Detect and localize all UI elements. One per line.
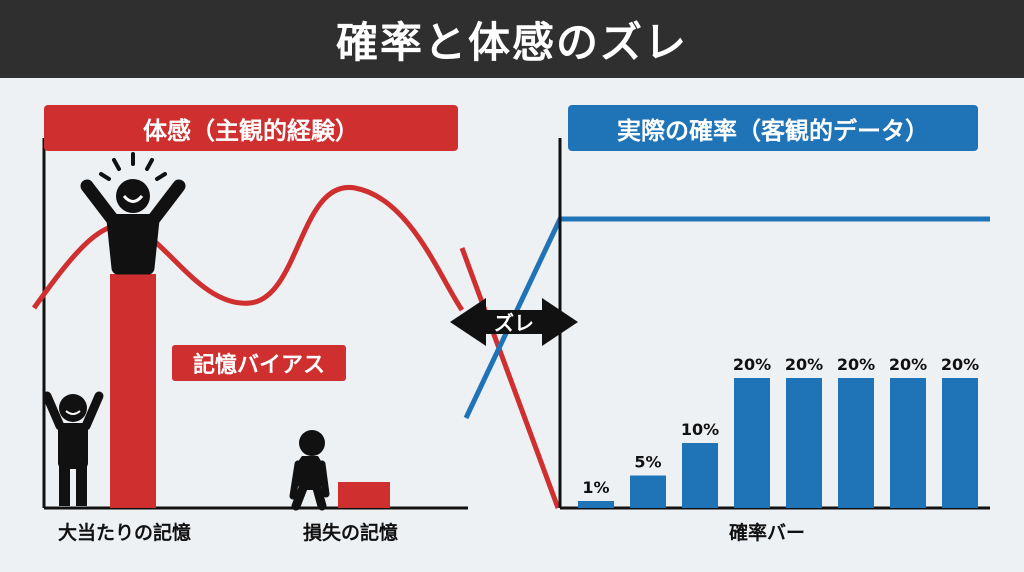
sad-person-icon [289, 430, 330, 511]
loss-bar [338, 482, 390, 508]
probability-bar-value-label: 20% [889, 355, 927, 374]
probability-bar [578, 501, 614, 508]
probability-bar [786, 378, 822, 508]
probability-bar-value-label: 10% [681, 420, 719, 439]
big-win-bar [110, 274, 156, 508]
probability-bar [682, 443, 718, 508]
page-title: 確率と体感のズレ [0, 0, 1024, 78]
probability-bar [890, 378, 926, 508]
loss-memory-label: 損失の記憶 [303, 522, 399, 544]
probability-bar [942, 378, 978, 508]
probability-bar-label: 確率バー [729, 522, 806, 544]
subjective-header: 体感（主観的経験） [44, 105, 458, 151]
comparison-stage: 1% 5% 10% 20% 20% 20% 20% 20% 体感（主観的経験） 実際の確率（客… [0, 78, 1024, 572]
zure-label: ズレ [494, 311, 534, 335]
probability-bar [734, 378, 770, 508]
probability-bar-value-label: 5% [634, 453, 661, 472]
probability-bar-value-label: 1% [582, 478, 609, 497]
cheering-person-icon [80, 152, 186, 275]
big-win-memory-label: 大当たりの記憶 [58, 522, 192, 544]
memory-bias-label: 記憶バイアス [172, 345, 346, 381]
diagram-canvas: 1% 5% 10% 20% 20% 20% 20% 20% [31, 138, 990, 511]
probability-bars: 1% 5% 10% 20% 20% 20% 20% 20% [578, 355, 979, 508]
double-arrow-icon [450, 298, 578, 346]
probability-bar [630, 475, 666, 508]
objective-header: 実際の確率（客観的データ） [568, 105, 978, 151]
probability-bar [838, 378, 874, 508]
probability-bar-value-label: 20% [785, 355, 823, 374]
probability-bar-value-label: 20% [941, 355, 979, 374]
happy-person-icon [42, 391, 104, 506]
probability-bar-value-label: 20% [837, 355, 875, 374]
subjective-curve-drop [459, 247, 561, 509]
probability-bar-value-label: 20% [733, 355, 771, 374]
